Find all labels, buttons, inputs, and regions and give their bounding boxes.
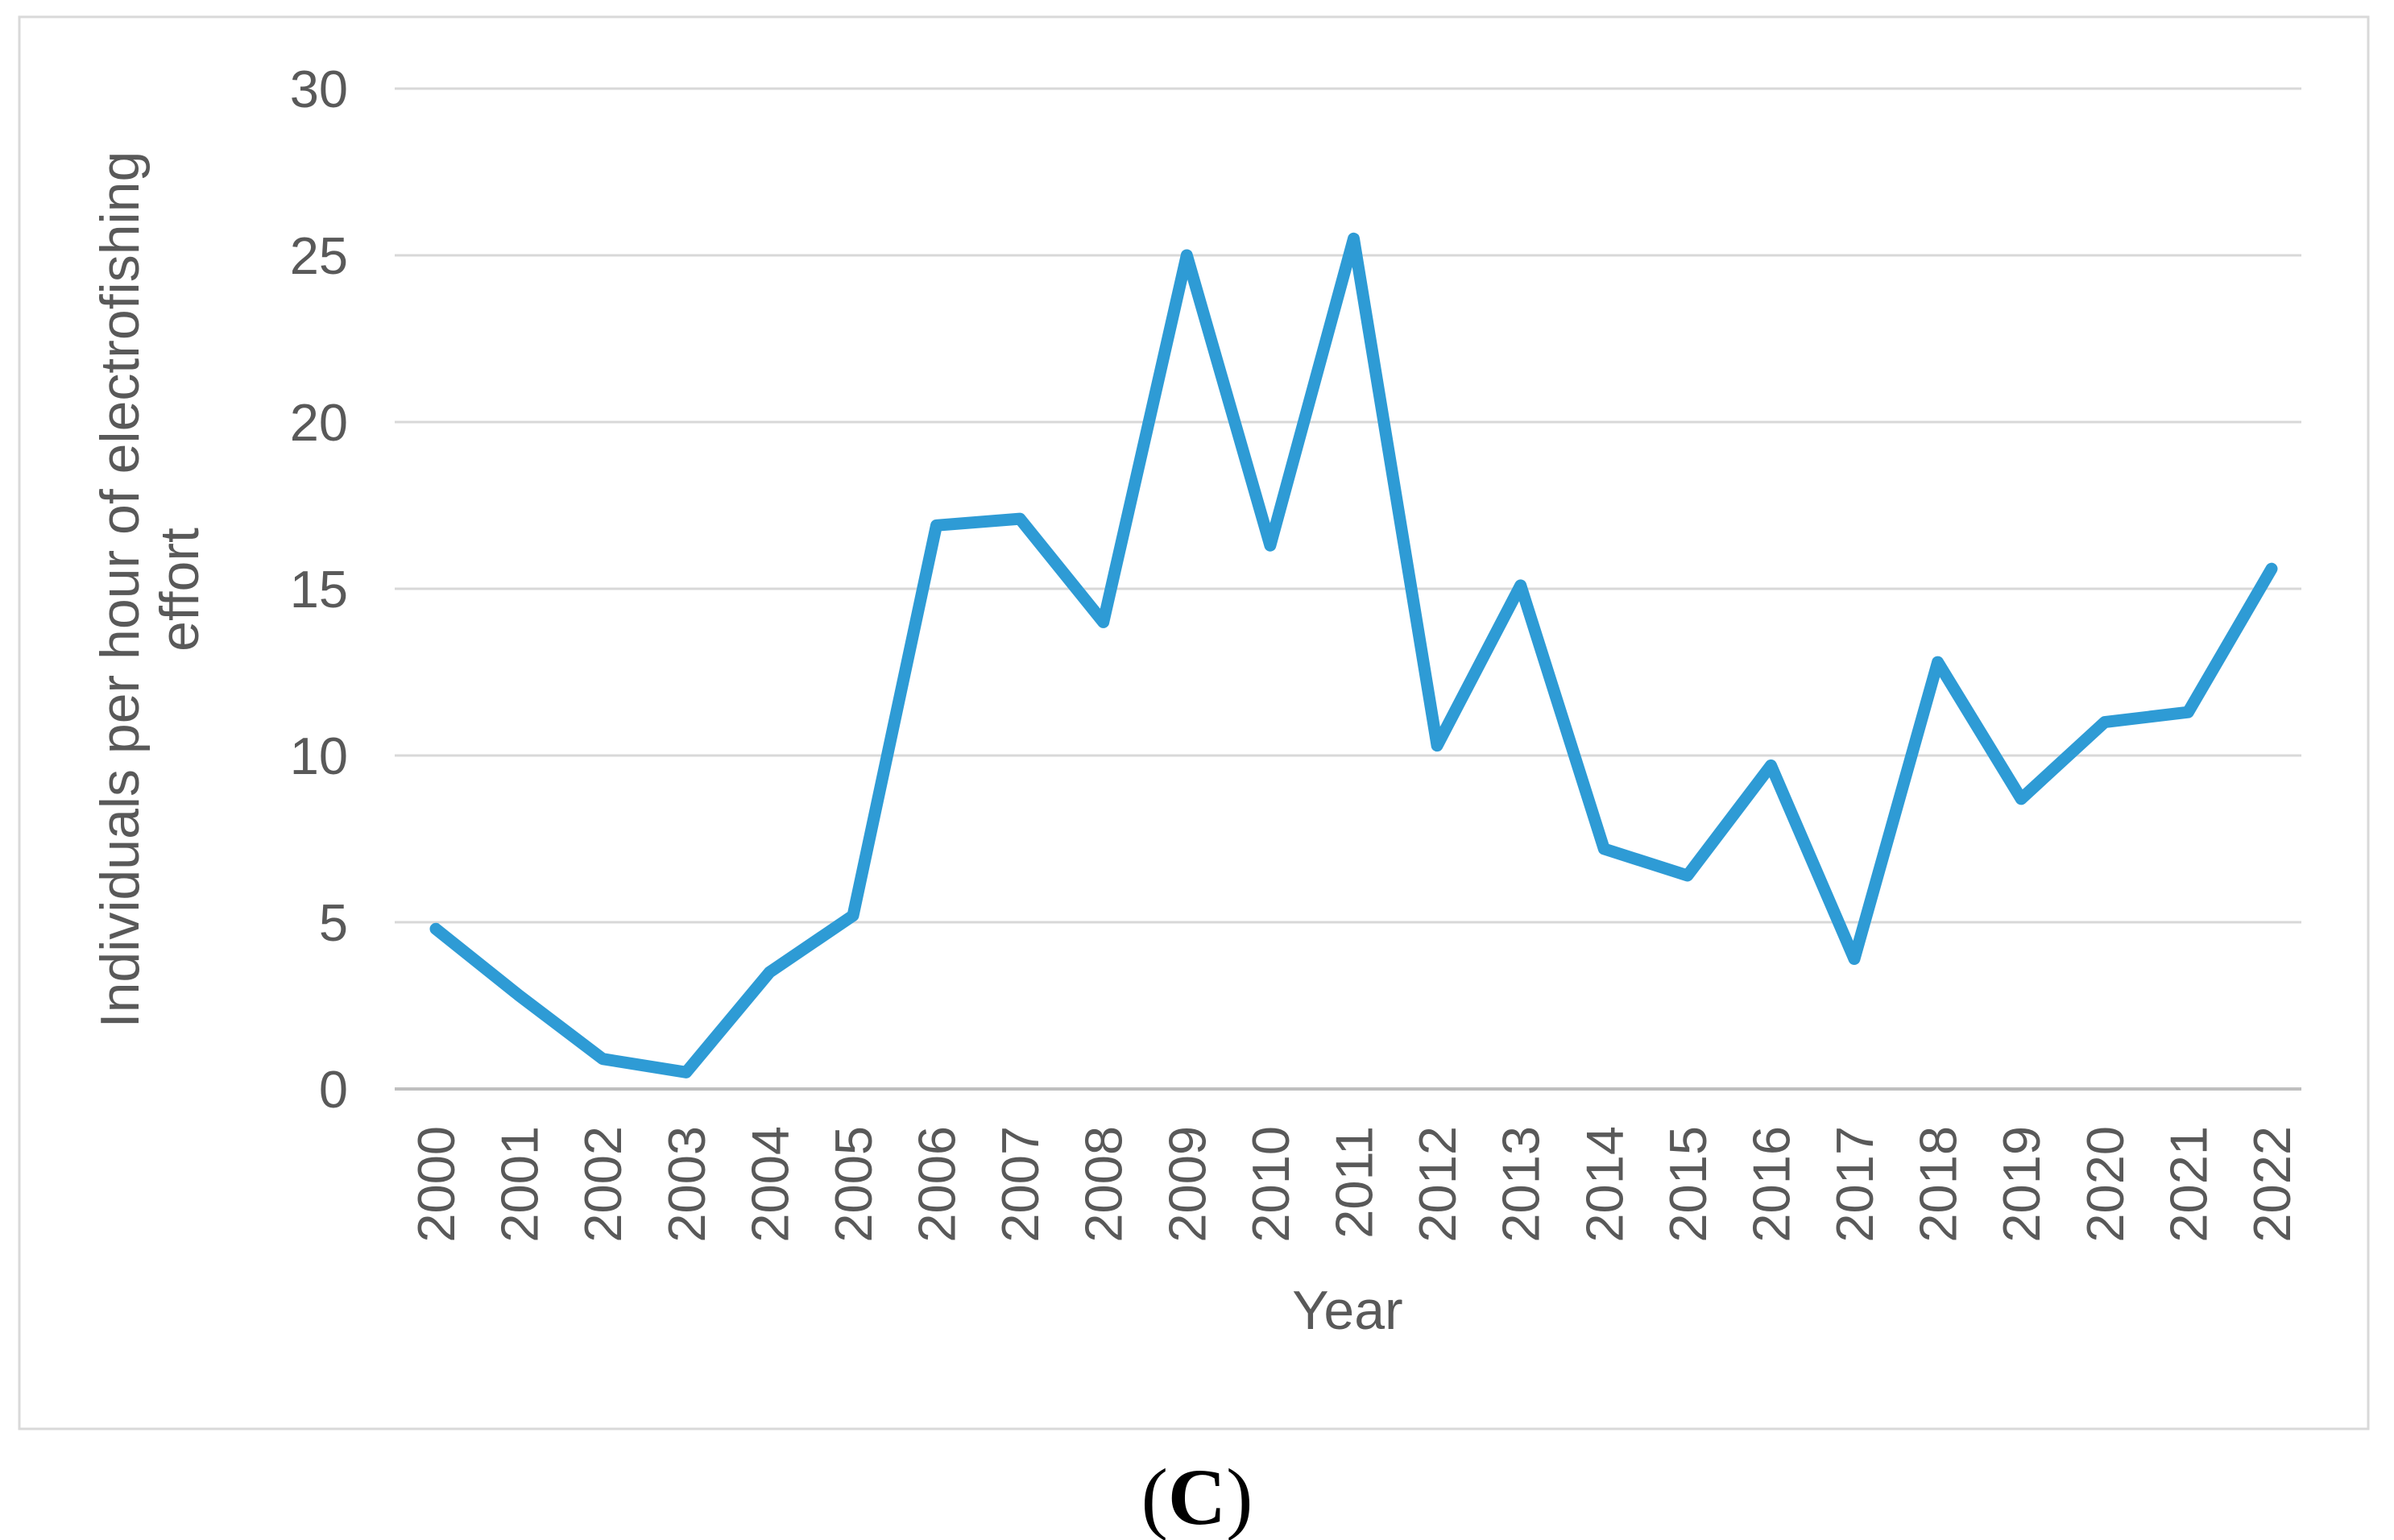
- x-tick-label-2002: 2002: [574, 1126, 632, 1243]
- x-tick-label-2011: 2011: [1325, 1126, 1384, 1239]
- x-tick-label-2008: 2008: [1075, 1126, 1133, 1243]
- x-tick-label-2016: 2016: [1742, 1126, 1800, 1243]
- y-axis-tick-labels: 0 5 10 15 20 25 30: [290, 60, 348, 1119]
- chart-border: [18, 15, 2370, 1430]
- gridlines-layer: [395, 87, 2301, 1091]
- caption-letter: C: [1168, 1452, 1226, 1540]
- y-axis-title-line-2: effort: [149, 528, 210, 652]
- y-tick-label-25: 25: [290, 226, 348, 285]
- x-tick-label-2000: 2000: [407, 1126, 466, 1243]
- x-tick-label-2017: 2017: [1825, 1126, 1884, 1243]
- x-tick-label-2020: 2020: [2076, 1126, 2135, 1243]
- x-tick-label-2013: 2013: [1492, 1126, 1551, 1243]
- x-tick-label-2009: 2009: [1158, 1126, 1216, 1243]
- x-tick-label-2007: 2007: [991, 1126, 1050, 1243]
- y-tick-label-0: 0: [319, 1060, 348, 1119]
- x-tick-label-2005: 2005: [824, 1126, 883, 1243]
- x-tick-label-2018: 2018: [1909, 1126, 1968, 1243]
- y-tick-label-10: 10: [290, 727, 348, 785]
- x-tick-label-2006: 2006: [908, 1126, 967, 1243]
- x-tick-label-2022: 2022: [2243, 1126, 2301, 1243]
- caption-open-paren: (: [1141, 1452, 1168, 1540]
- x-axis-tick-labels: 2000 2001 2002 2003 2004 2005 2006 2007 2008 2009…: [407, 1126, 2301, 1243]
- x-tick-label-2019: 2019: [1992, 1126, 2051, 1243]
- x-tick-label-2001: 2001: [491, 1126, 549, 1243]
- cpue-series-line: [429, 232, 2278, 1078]
- x-tick-label-2010: 2010: [1241, 1126, 1300, 1243]
- x-tick-label-2015: 2015: [1659, 1126, 1717, 1243]
- x-tick-label-2004: 2004: [740, 1126, 799, 1243]
- y-tick-label-20: 20: [290, 393, 348, 452]
- x-tick-label-2014: 2014: [1575, 1126, 1634, 1243]
- series-layer: [429, 232, 2278, 1078]
- x-tick-label-2003: 2003: [657, 1126, 716, 1243]
- x-axis-title: Year: [1292, 1280, 1402, 1341]
- x-tick-label-2021: 2021: [2159, 1126, 2218, 1243]
- y-tick-label-30: 30: [290, 60, 348, 118]
- y-tick-label-5: 5: [319, 893, 348, 952]
- y-axis-title-line-1: Individuals per hour of electrofishing: [89, 151, 151, 1029]
- panel-caption: (C): [1141, 1452, 1253, 1540]
- y-tick-label-15: 15: [290, 560, 348, 619]
- caption-close-paren: ): [1226, 1452, 1253, 1540]
- x-tick-label-2012: 2012: [1408, 1126, 1467, 1243]
